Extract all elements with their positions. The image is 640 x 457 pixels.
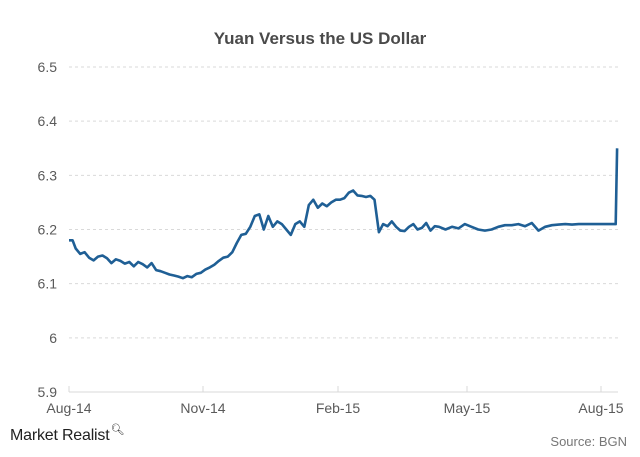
- y-tick-label: 6: [49, 330, 57, 346]
- y-tick-label: 6.4: [38, 113, 58, 129]
- logo-text: Market Realist: [10, 427, 110, 444]
- magnifier-icon: 🔍︎: [110, 424, 125, 436]
- x-tick-label: Aug-14: [46, 400, 91, 416]
- x-tick-label: Feb-15: [316, 400, 361, 416]
- x-tick-label: Nov-14: [180, 400, 225, 416]
- y-tick-label: 6.5: [38, 59, 58, 75]
- y-axis: 6.5 6.4 6.3 6.2 6.1 6 5.9: [38, 59, 58, 400]
- y-tick-label: 6.3: [38, 167, 58, 183]
- x-axis: Aug-14 Nov-14 Feb-15 May-15 Aug-15: [46, 386, 624, 416]
- x-tick-label: Aug-15: [578, 400, 623, 416]
- x-tick-label: May-15: [444, 400, 491, 416]
- chart-title: Yuan Versus the US Dollar: [213, 29, 427, 48]
- series-line-usd-cny: [69, 148, 619, 280]
- y-tick-label: 6.2: [38, 222, 58, 238]
- source-label: Source: BGN: [550, 434, 627, 449]
- y-tick-label: 6.1: [38, 276, 58, 292]
- market-realist-logo: Market Realist🔍︎: [10, 424, 125, 445]
- gridlines: [69, 66, 618, 339]
- y-tick-label: 5.9: [38, 384, 58, 400]
